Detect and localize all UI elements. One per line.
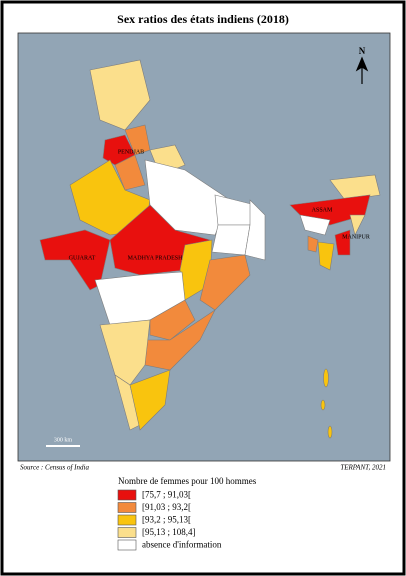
legend-swatch bbox=[117, 489, 137, 501]
legend: [75,7 ; 91,03[ [91,03 ; 93,2[ [93,2 ; 95,1… bbox=[117, 489, 222, 551]
state bbox=[99, 319, 151, 386]
source: Source : Census of India bbox=[20, 464, 89, 472]
scale-label: 300 km bbox=[54, 437, 73, 443]
state-label: ASSAM bbox=[312, 207, 333, 213]
state bbox=[89, 59, 151, 131]
state-label: MANIPUR bbox=[342, 234, 370, 240]
island bbox=[320, 399, 326, 411]
state bbox=[307, 235, 319, 253]
state-label: MADHYA PRADESH bbox=[128, 255, 184, 261]
state bbox=[329, 174, 381, 201]
state bbox=[211, 224, 251, 256]
island bbox=[327, 425, 333, 439]
state bbox=[199, 254, 251, 311]
state bbox=[244, 199, 266, 261]
legend-swatch bbox=[117, 514, 137, 526]
legend-label: absence d'information bbox=[142, 540, 222, 550]
state bbox=[334, 229, 351, 256]
legend-label: [91,03 ; 93,2[ bbox=[142, 502, 191, 512]
credit: TERPANT, 2021 bbox=[340, 464, 386, 472]
legend-label: [95,13 ; 108,4] bbox=[142, 527, 196, 537]
legend-swatch bbox=[117, 527, 137, 538]
state bbox=[349, 214, 366, 236]
legend-swatch bbox=[117, 502, 137, 513]
island bbox=[323, 368, 329, 388]
state bbox=[317, 241, 335, 271]
state-label: PENDJAB bbox=[118, 149, 144, 155]
legend-title: Nombre de femmes pour 100 hommes bbox=[118, 476, 257, 486]
state bbox=[114, 154, 146, 191]
title: Sex ratios des états indiens (2018) bbox=[117, 12, 289, 26]
state bbox=[149, 299, 196, 341]
north-arrow bbox=[355, 56, 369, 84]
state bbox=[299, 214, 331, 236]
legend-swatch bbox=[117, 539, 137, 551]
legend-label: [75,7 ; 91,03[ bbox=[142, 490, 191, 500]
states bbox=[39, 59, 381, 439]
state bbox=[129, 369, 171, 431]
north-label: N bbox=[359, 46, 366, 56]
state bbox=[39, 229, 111, 291]
legend-label: [93,2 ; 95,13[ bbox=[142, 515, 191, 525]
state-label: GUJARAT bbox=[69, 255, 96, 261]
